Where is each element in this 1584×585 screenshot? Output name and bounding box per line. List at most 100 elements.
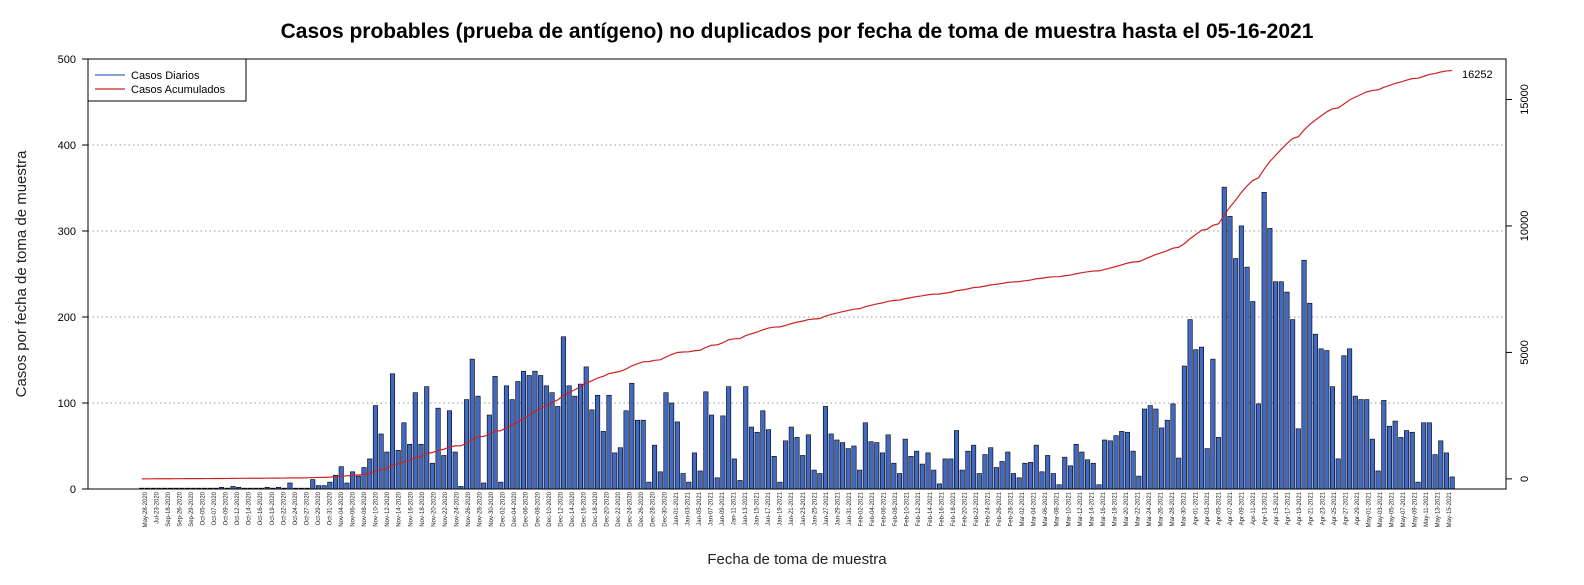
x-tick-label: Feb-10-2021 [905, 491, 911, 526]
bar [1244, 266, 1250, 490]
bar [834, 439, 840, 490]
bar [623, 410, 629, 490]
bar [828, 433, 834, 490]
y2-tick-label: 0 [1519, 476, 1531, 482]
x-tick-label: Apr-29-2021 [1355, 491, 1361, 525]
y-tick-label: 500 [58, 54, 76, 66]
x-tick-label: Dec-22-2020 [616, 491, 622, 526]
x-tick-label: Feb-22-2021 [974, 491, 980, 526]
bar [538, 375, 544, 490]
bar [1443, 452, 1449, 490]
x-tick-label: Nov-14-2020 [397, 491, 403, 526]
y-axis-left: 0 100 200 300 400 500 [58, 54, 88, 496]
x-tick-label: Feb-24-2021 [985, 491, 991, 526]
x-tick-label: Oct-29-2020 [316, 491, 322, 525]
bar [395, 449, 401, 490]
bar [1386, 425, 1393, 490]
bar [988, 447, 994, 490]
bar [1204, 448, 1210, 490]
x-tick-label: Mar-06-2021 [1043, 491, 1049, 526]
bar [1181, 365, 1187, 490]
x-tick-label: May-07-2021 [1401, 491, 1407, 527]
bar [441, 455, 447, 490]
bar [338, 466, 344, 490]
x-tick-label: Feb-16-2021 [939, 491, 945, 526]
bar [475, 395, 481, 490]
bar [1267, 228, 1273, 490]
bar [1250, 301, 1256, 490]
bar [1290, 319, 1296, 490]
x-tick-label: Jan-09-2021 [720, 491, 726, 525]
bar [1216, 437, 1222, 490]
bar [737, 480, 743, 490]
bar [1449, 476, 1455, 490]
bar [1312, 333, 1318, 490]
plot-frame [87, 58, 1507, 490]
bar [686, 481, 692, 490]
bar [1090, 462, 1096, 490]
x-tick-label: Oct-07-2020 [212, 491, 218, 525]
bar [600, 431, 606, 490]
bar [595, 394, 601, 490]
bar [355, 475, 361, 490]
bar [549, 392, 555, 490]
bar [1067, 465, 1073, 490]
bar [589, 409, 595, 490]
bar [1050, 473, 1056, 490]
daily-bars [139, 186, 1455, 490]
bar [486, 414, 492, 490]
x-tick-label: Jan-11-2021 [732, 491, 738, 525]
bar [925, 452, 931, 490]
x-tick-label: Feb-12-2021 [916, 491, 922, 526]
x-tick-label: Feb-26-2021 [997, 491, 1003, 526]
bar [1039, 471, 1045, 490]
x-tick-label: Apr-01-2021 [1193, 491, 1199, 525]
bar [350, 471, 356, 490]
bar [1255, 403, 1261, 490]
y2-tick-label: 15000 [1519, 84, 1531, 115]
y-axis-right: 0 5000 10000 15000 [1506, 84, 1531, 482]
bar [1062, 456, 1068, 490]
bar [919, 463, 925, 490]
bar [743, 386, 749, 490]
bar [1335, 458, 1341, 490]
x-tick-label: Mar-02-2021 [1020, 491, 1026, 526]
x-tick-label: Jan-29-2021 [835, 491, 841, 525]
x-tick-label: Apr-19-2021 [1297, 491, 1303, 525]
bar [851, 445, 857, 490]
x-tick-label: Mar-30-2021 [1182, 491, 1188, 526]
bar [1073, 443, 1079, 490]
x-tick-label: May-09-2021 [1413, 491, 1419, 527]
y-tick-label: 400 [58, 140, 76, 152]
x-tick-label: Mar-08-2021 [1055, 491, 1061, 526]
x-tick-label: May-05-2021 [1390, 491, 1396, 527]
x-tick-label: Dec-20-2020 [605, 491, 611, 526]
x-tick-label: Jan-17-2021 [766, 491, 772, 525]
x-tick-label: Dec-06-2020 [524, 491, 530, 526]
bar [822, 406, 829, 490]
bar [976, 473, 982, 490]
x-tick-label: Oct-24-2020 [293, 491, 299, 525]
bar [982, 454, 988, 490]
bar [412, 392, 418, 490]
bar [509, 399, 515, 490]
y-tick-label: 0 [70, 484, 76, 496]
x-tick-label: Dec-02-2020 [501, 491, 507, 526]
bar [1369, 438, 1375, 490]
bar [1079, 451, 1085, 490]
chart-title: Casos probables (prueba de antígeno) no … [281, 20, 1314, 43]
bar [1301, 259, 1307, 490]
bar [446, 410, 453, 490]
x-tick-label: Oct-09-2020 [224, 491, 230, 525]
x-tick-label: Dec-24-2020 [628, 491, 634, 526]
bar [1153, 408, 1159, 490]
bar [1164, 419, 1170, 490]
bar [1102, 439, 1108, 490]
bar [652, 444, 658, 490]
bar [720, 415, 726, 490]
bar [1238, 225, 1244, 490]
y-tick-label: 100 [58, 398, 76, 410]
bar [515, 381, 521, 490]
x-tick-label: Oct-16-2020 [258, 491, 264, 525]
bar [1426, 422, 1432, 490]
